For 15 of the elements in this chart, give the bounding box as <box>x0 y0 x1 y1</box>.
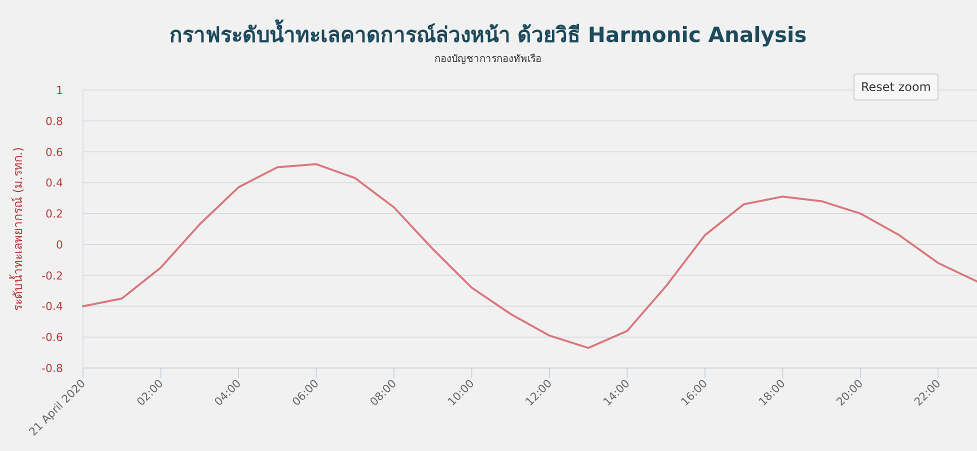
y-tick-label: 1 <box>56 84 63 97</box>
y-tick-label: -0.6 <box>42 331 63 344</box>
y-tick-label: 0.4 <box>46 176 63 190</box>
chart-subtitle: กองบัญชาการกองทัพเรือ <box>434 53 542 65</box>
y-tick-label: 0 <box>56 238 63 252</box>
y-tick-label: 0.2 <box>46 208 63 221</box>
chart-title: กราฟระดับน้ำทะเลคาดการณ์ล่วงหน้า ด้วยวิธี Harmonic Analysis <box>169 19 807 47</box>
y-tick-label: -0.2 <box>42 269 63 282</box>
y-axis-title: ระดับน้ำทะเลพยากรณ์ (ม.รทก.) <box>9 147 25 311</box>
y-tick-label: 0.6 <box>46 146 63 159</box>
annotation: Reset zoom <box>860 80 932 94</box>
y-tick-label: 0.8 <box>46 114 63 128</box>
y-tick-label: -0.4 <box>42 300 63 314</box>
line-series <box>82 163 977 349</box>
y-tick-label: -0.8 <box>42 362 63 375</box>
